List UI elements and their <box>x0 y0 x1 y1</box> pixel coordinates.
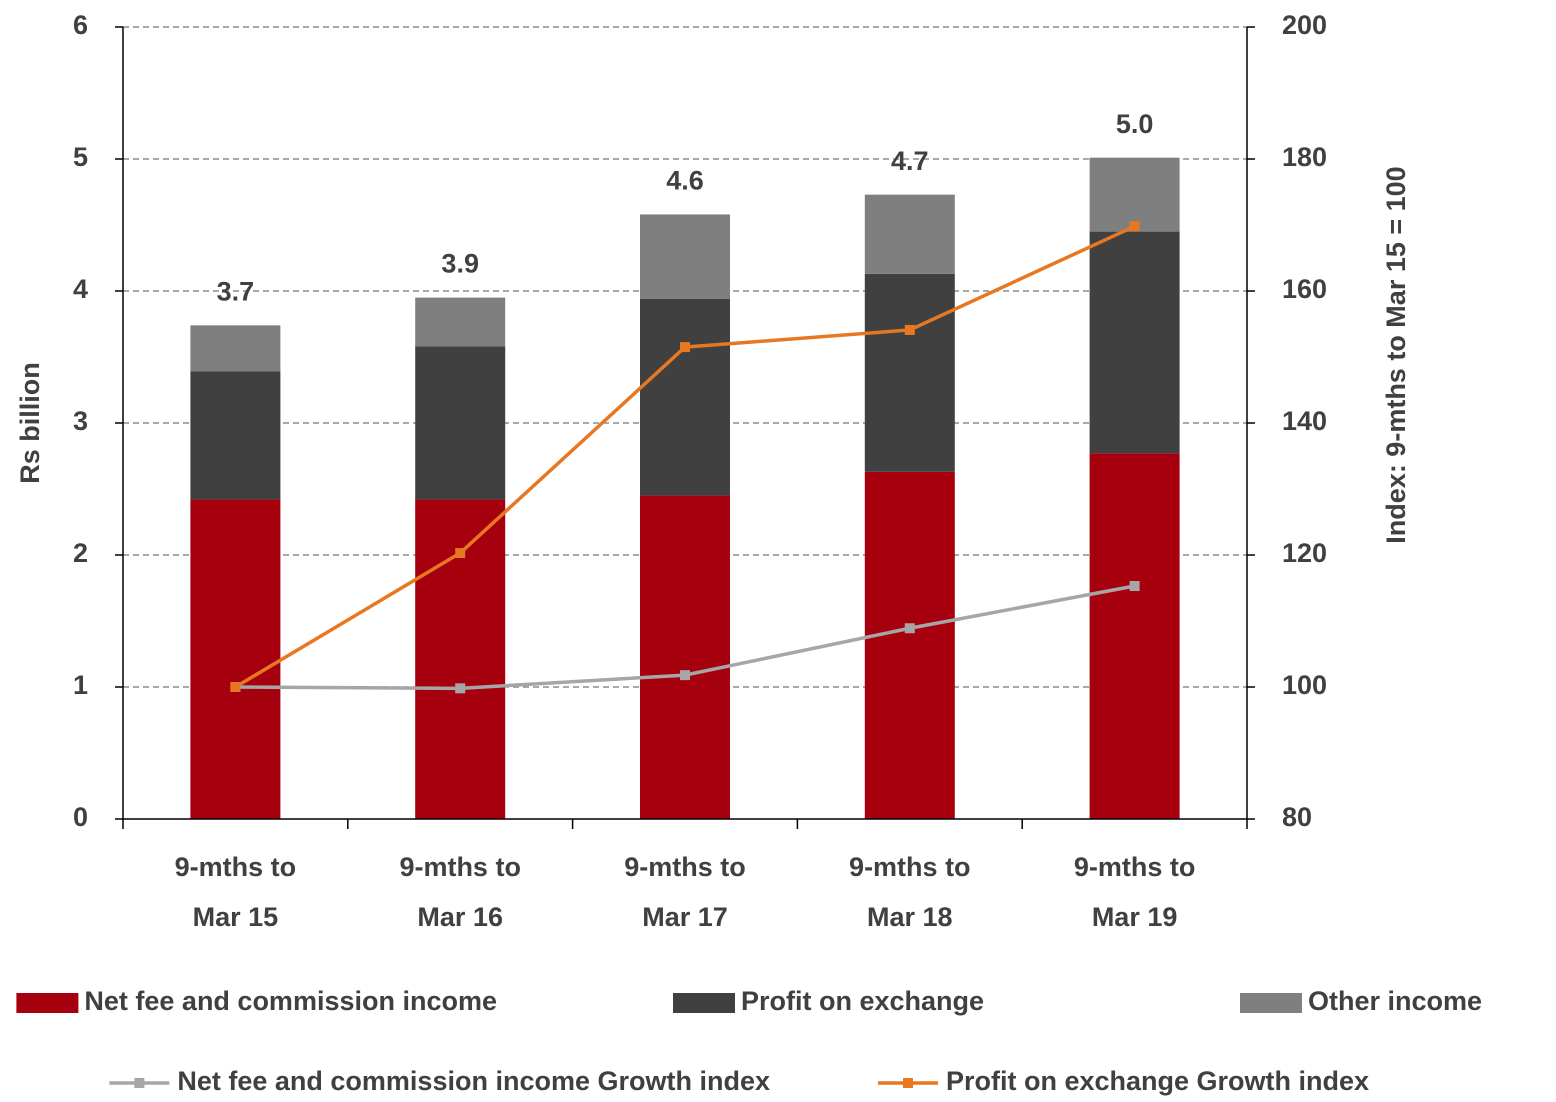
line-marker <box>1129 581 1140 592</box>
bar-segment <box>190 325 281 372</box>
x-tick-label: 9-mths to Mar 18 <box>849 852 971 932</box>
y2-tick-label: 120 <box>1282 538 1327 568</box>
bar-segment <box>1089 453 1180 819</box>
x-tick-label: 9-mths to Mar 17 <box>624 852 746 932</box>
legend-label: Other income <box>1308 986 1482 1016</box>
total-label: 4.6 <box>666 166 704 196</box>
y-tick-label: 6 <box>73 10 88 40</box>
y2-axis-label: Index: 9-mths to Mar 15 = 100 <box>1381 166 1411 543</box>
y2-tick-label: 160 <box>1282 274 1327 304</box>
line-marker <box>455 548 466 559</box>
bar-segment <box>415 499 506 819</box>
y2-tick-label: 80 <box>1282 802 1312 832</box>
y2-tick-label: 140 <box>1282 406 1327 436</box>
y-tick-label: 1 <box>73 670 88 700</box>
line-marker <box>904 324 915 335</box>
bar-segment <box>864 471 955 819</box>
y-tick-label: 0 <box>73 802 88 832</box>
legend-label: Profit on exchange Growth index <box>946 1066 1369 1096</box>
bar-segment <box>1089 157 1180 232</box>
y-tick-label: 2 <box>73 538 88 568</box>
legend-label: Profit on exchange <box>741 986 984 1016</box>
x-tick-label: 9-mths to Mar 15 <box>175 852 297 932</box>
total-label: 4.7 <box>891 146 929 176</box>
y2-tick-label: 100 <box>1282 670 1327 700</box>
total-label: 5.0 <box>1116 109 1154 139</box>
bar-segment <box>864 273 955 472</box>
legend-marker <box>134 1078 145 1088</box>
bar-segment <box>415 346 506 500</box>
legend-swatch <box>16 993 79 1013</box>
bar-segment <box>640 298 730 496</box>
y-tick-label: 4 <box>73 274 88 304</box>
total-label: 3.7 <box>217 276 255 306</box>
bar-segment <box>1089 231 1180 454</box>
bar-segment <box>415 297 506 347</box>
legend-marker <box>903 1078 913 1088</box>
line-marker <box>455 683 466 694</box>
bar-segment <box>640 214 730 299</box>
x-tick-label: 9-mths to Mar 19 <box>1074 852 1196 932</box>
y2-tick-label: 200 <box>1282 10 1327 40</box>
y-axis-label: Rs billion <box>15 362 45 484</box>
x-tick-label: 9-mths to Mar 16 <box>399 852 521 932</box>
total-label: 3.9 <box>441 249 479 279</box>
line-marker <box>680 342 690 353</box>
legend-label: Net fee and commission income <box>84 986 497 1016</box>
bar-segment <box>190 499 281 819</box>
line-marker <box>904 623 915 634</box>
bar-segment <box>640 495 730 819</box>
bar-segment <box>190 371 281 500</box>
line-marker <box>680 670 690 681</box>
line-marker <box>1129 221 1140 232</box>
legend-swatch <box>1240 993 1302 1013</box>
y2-tick-label: 180 <box>1282 142 1327 172</box>
line-marker <box>230 682 241 692</box>
y-tick-label: 5 <box>73 142 88 172</box>
legend-label: Net fee and commission income Growth ind… <box>177 1066 770 1096</box>
y-tick-label: 3 <box>73 406 88 436</box>
bar-segment <box>864 194 955 274</box>
legend-swatch <box>673 993 735 1013</box>
